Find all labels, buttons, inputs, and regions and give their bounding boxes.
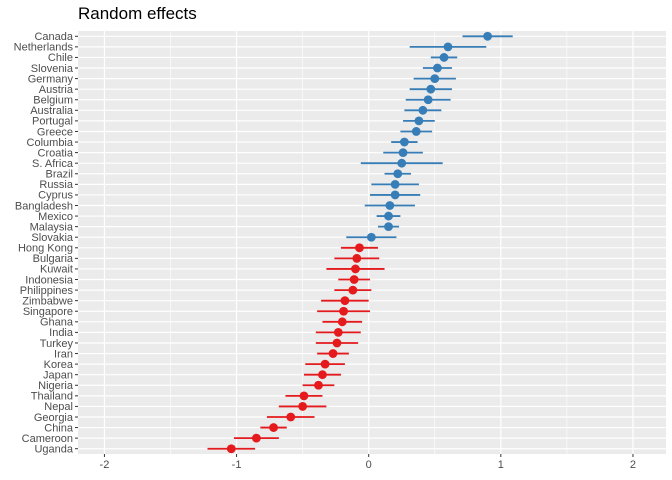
data-point bbox=[390, 190, 400, 200]
y-tick-label: Bulgaria bbox=[33, 253, 74, 265]
y-tick-label: Slovakia bbox=[31, 232, 73, 244]
data-point bbox=[433, 63, 442, 73]
data-point bbox=[385, 201, 395, 210]
data-point bbox=[226, 444, 236, 454]
major-gridlines bbox=[78, 31, 666, 454]
y-tick-label: Columbia bbox=[27, 137, 74, 149]
data-point bbox=[483, 31, 493, 41]
y-tick-label: Nepal bbox=[44, 401, 73, 413]
data-point bbox=[423, 95, 433, 105]
y-tick-label: Germany bbox=[28, 73, 74, 85]
y-tick-label: Iran bbox=[54, 348, 73, 360]
data-point bbox=[348, 285, 358, 295]
y-tick-label: Hong Kong bbox=[18, 243, 73, 255]
y-tick-label: Austria bbox=[39, 84, 74, 96]
data-point bbox=[286, 412, 296, 422]
data-point bbox=[251, 433, 261, 443]
y-tick-label: Turkey bbox=[40, 338, 74, 350]
data-point bbox=[397, 158, 407, 168]
data-point bbox=[337, 317, 347, 327]
y-tick-label: Russia bbox=[39, 179, 74, 191]
y-tick-label: Cameroon bbox=[22, 433, 73, 445]
data-point bbox=[320, 359, 330, 369]
data-point bbox=[414, 116, 424, 126]
data-point bbox=[349, 275, 359, 284]
data-points bbox=[226, 31, 493, 454]
y-tick-label: Cyprus bbox=[38, 190, 73, 202]
x-axis-ticks: -2 -1 0 1 2 bbox=[100, 454, 636, 471]
data-point bbox=[299, 391, 309, 401]
data-point bbox=[443, 42, 453, 52]
y-tick-label: Netherlands bbox=[14, 42, 74, 54]
y-tick-label: Thailand bbox=[31, 391, 73, 403]
data-point bbox=[351, 264, 360, 274]
y-tick-label: Kuwait bbox=[40, 264, 73, 276]
y-tick-label: Chile bbox=[48, 52, 73, 64]
data-point bbox=[340, 296, 350, 306]
y-tick-label: Canada bbox=[34, 31, 73, 43]
x-tick-label: 1 bbox=[498, 459, 504, 471]
y-tick-label: Zimbabwe bbox=[22, 295, 73, 307]
y-tick-label: Indonesia bbox=[25, 274, 74, 286]
data-point bbox=[439, 53, 449, 62]
data-point bbox=[393, 169, 403, 179]
y-tick-label: Bangladesh bbox=[15, 200, 73, 212]
y-tick-label: Brazil bbox=[45, 169, 73, 181]
y-tick-label: Slovenia bbox=[31, 63, 74, 75]
y-axis-ticks: CanadaNetherlandsChileSloveniaGermanyAus… bbox=[14, 31, 78, 456]
data-point bbox=[314, 380, 323, 390]
x-tick-label: -1 bbox=[232, 459, 242, 471]
y-tick-label: Korea bbox=[44, 359, 74, 371]
y-tick-label: Malaysia bbox=[30, 221, 74, 233]
data-point bbox=[426, 84, 436, 94]
data-point bbox=[430, 74, 440, 83]
data-point bbox=[411, 127, 421, 136]
y-tick-label: S. Africa bbox=[32, 158, 74, 170]
data-point bbox=[418, 105, 428, 115]
y-tick-label: India bbox=[49, 327, 74, 339]
data-point bbox=[366, 232, 376, 242]
y-tick-label: Belgium bbox=[33, 95, 73, 107]
y-tick-label: Croatia bbox=[38, 147, 74, 159]
data-point bbox=[269, 423, 278, 432]
y-tick-label: Japan bbox=[43, 369, 73, 381]
data-point bbox=[339, 306, 348, 316]
data-point bbox=[332, 338, 342, 348]
y-tick-label: Georgia bbox=[34, 412, 74, 424]
data-point bbox=[390, 179, 400, 189]
data-point bbox=[398, 148, 408, 158]
y-tick-label: Singapore bbox=[23, 306, 73, 318]
data-point bbox=[384, 211, 393, 221]
data-point bbox=[328, 349, 338, 358]
x-tick-label: -2 bbox=[100, 459, 110, 471]
y-tick-label: Ghana bbox=[40, 317, 74, 329]
data-point bbox=[298, 402, 308, 411]
plot-panel bbox=[78, 31, 666, 454]
y-tick-label: Greece bbox=[37, 126, 73, 138]
data-point bbox=[355, 243, 364, 253]
data-point bbox=[333, 327, 343, 337]
y-tick-label: Uganda bbox=[34, 444, 73, 456]
y-tick-label: China bbox=[44, 422, 74, 434]
y-tick-label: Mexico bbox=[38, 211, 73, 223]
minor-gridlines bbox=[170, 31, 568, 454]
data-point bbox=[318, 370, 327, 380]
x-tick-label: 0 bbox=[366, 459, 372, 471]
y-tick-label: Australia bbox=[30, 105, 74, 117]
y-tick-label: Philippines bbox=[20, 285, 74, 297]
data-point bbox=[384, 222, 393, 232]
y-tick-label: Portugal bbox=[32, 116, 73, 128]
data-point bbox=[352, 253, 362, 263]
chart-title: Random effects bbox=[78, 4, 197, 23]
y-tick-label: Nigeria bbox=[38, 380, 74, 392]
data-point bbox=[399, 137, 409, 147]
x-tick-label: 2 bbox=[630, 459, 636, 471]
